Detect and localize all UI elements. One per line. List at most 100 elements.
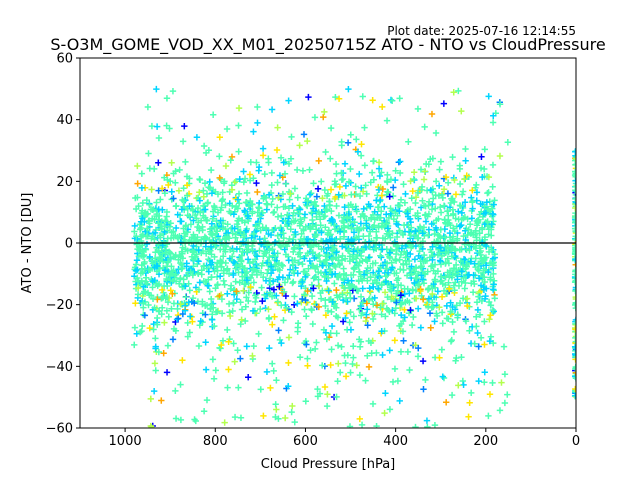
scatter-point	[342, 294, 350, 302]
scatter-point	[278, 302, 285, 309]
scatter-point	[328, 308, 335, 316]
scatter-point	[162, 217, 169, 224]
scatter-point	[145, 150, 152, 157]
scatter-point	[432, 178, 440, 185]
scatter-point	[347, 326, 355, 333]
scatter-point	[231, 358, 238, 365]
scatter-point	[205, 256, 212, 263]
scatter-point	[189, 249, 197, 256]
scatter-point	[321, 108, 328, 116]
scatter-point	[226, 246, 234, 253]
scatter-point	[252, 223, 259, 230]
scatter-point	[262, 224, 270, 232]
scatter-point	[213, 263, 220, 270]
scatter-point	[229, 307, 236, 315]
scatter-point	[180, 276, 187, 283]
scatter-point	[211, 268, 218, 275]
scatter-point	[355, 268, 363, 275]
scatter-point	[286, 196, 293, 203]
scatter-point	[309, 249, 317, 256]
scatter-point	[375, 165, 383, 172]
scatter-point	[363, 311, 370, 318]
scatter-point	[412, 423, 419, 428]
scatter-point	[245, 297, 252, 305]
scatter-point	[325, 227, 333, 234]
scatter-point	[250, 230, 258, 238]
scatter-point	[353, 260, 361, 267]
scatter-point	[274, 298, 282, 305]
scatter-point	[143, 196, 151, 204]
scatter-point	[361, 162, 369, 169]
scatter-point	[153, 123, 161, 130]
scatter-point	[442, 260, 449, 267]
scatter-point	[481, 369, 488, 376]
scatter-point	[238, 316, 245, 323]
scatter-point	[300, 227, 307, 234]
scatter-point	[168, 305, 175, 312]
scatter-point	[267, 263, 275, 270]
scatter-point	[277, 154, 285, 161]
scatter-point	[289, 279, 296, 287]
scatter-point	[266, 344, 273, 352]
scatter-point	[183, 263, 190, 270]
scatter-point	[438, 293, 446, 300]
scatter-point	[464, 231, 471, 239]
scatter-point	[193, 134, 201, 141]
scatter-point	[440, 186, 448, 193]
scatter-point	[309, 210, 316, 217]
scatter-point	[264, 201, 271, 208]
scatter-point	[429, 155, 437, 162]
scatter-point	[378, 311, 385, 318]
scatter-point	[418, 186, 425, 194]
scatter-point	[134, 284, 142, 292]
scatter-point	[189, 206, 196, 213]
scatter-point	[346, 423, 354, 428]
scatter-point	[161, 190, 169, 197]
scatter-point	[442, 234, 449, 241]
scatter-point	[384, 225, 392, 232]
scatter-point	[466, 399, 473, 406]
scatter-point	[133, 330, 140, 337]
scatter-point	[462, 145, 469, 153]
scatter-point	[340, 265, 347, 272]
scatter-point	[336, 228, 344, 235]
scatter-point	[452, 357, 459, 364]
scatter-point	[131, 324, 139, 331]
scatter-point	[460, 255, 468, 263]
scatter-point	[182, 158, 189, 166]
scatter-point	[480, 286, 488, 293]
scatter-point	[187, 268, 194, 276]
scatter-point	[400, 337, 407, 344]
scatter-point	[396, 208, 403, 215]
scatter-point	[422, 218, 430, 225]
scatter-point	[345, 202, 352, 209]
scatter-point	[136, 226, 144, 233]
scatter-point	[241, 273, 248, 280]
scatter-point	[424, 303, 432, 310]
scatter-point	[320, 113, 327, 121]
scatter-point	[337, 369, 344, 376]
scatter-point	[363, 190, 370, 198]
scatter-point	[158, 286, 166, 294]
scatter-point	[378, 169, 385, 176]
scatter-point	[272, 413, 279, 421]
scatter-point	[421, 123, 428, 131]
scatter-point	[311, 345, 319, 353]
scatter-point	[462, 317, 470, 325]
scatter-point	[134, 274, 141, 282]
scatter-point	[177, 218, 184, 225]
scatter-point	[429, 290, 436, 298]
scatter-point	[219, 253, 227, 260]
scatter-point	[313, 213, 320, 221]
scatter-point	[469, 187, 476, 194]
scatter-point	[270, 250, 278, 257]
scatter-point	[400, 248, 408, 256]
scatter-point	[378, 281, 386, 288]
scatter-point	[207, 295, 215, 303]
scatter-point	[415, 344, 422, 352]
scatter-point	[421, 168, 428, 175]
scatter-point	[449, 303, 456, 311]
scatter-point	[167, 287, 174, 294]
scatter-point	[423, 417, 431, 424]
scatter-point	[402, 190, 409, 198]
